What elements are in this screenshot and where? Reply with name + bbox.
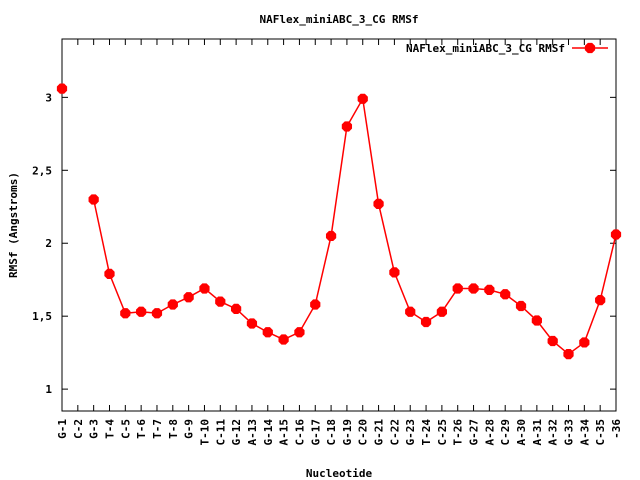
data-point — [88, 194, 99, 205]
data-point — [215, 296, 226, 307]
data-point — [610, 229, 622, 240]
data-point — [500, 289, 511, 300]
x-tick-label: T-10 — [198, 419, 211, 446]
x-tick-label: T-8 — [167, 419, 180, 439]
data-point — [167, 299, 178, 310]
x-tick-label: A-30 — [515, 419, 528, 446]
x-tick-label: A-31 — [531, 419, 544, 446]
data-point — [547, 335, 558, 347]
x-tick-label: G-12 — [230, 419, 243, 446]
data-point — [183, 292, 194, 303]
data-point — [484, 284, 495, 296]
y-tick-label: 1 — [45, 383, 52, 396]
data-point — [373, 198, 384, 209]
data-point — [230, 303, 242, 314]
x-tick-label: C-2 — [72, 419, 85, 439]
data-point — [104, 268, 115, 279]
y-tick-label: 1,5 — [32, 310, 52, 323]
x-tick-label: G-27 — [468, 419, 481, 446]
data-point — [310, 299, 321, 310]
data-point — [452, 283, 463, 294]
data-point — [246, 318, 258, 329]
y-tick-label: 2 — [45, 237, 52, 250]
data-point — [151, 308, 163, 319]
data-point — [325, 230, 337, 242]
x-tick-label: T-4 — [103, 419, 116, 439]
data-point — [405, 306, 416, 317]
legend-label: NAFlex_miniABC_3_CG RMSf — [406, 42, 565, 55]
x-tick-label: T-26 — [452, 419, 465, 446]
x-tick-label: -36 — [610, 419, 623, 439]
x-tick-label: G-9 — [183, 419, 196, 439]
y-axis-label: RMSf (Angstroms) — [7, 172, 20, 278]
data-point — [56, 83, 68, 94]
x-tick-label: C-18 — [325, 419, 338, 446]
x-tick-label: T-24 — [420, 419, 433, 446]
x-tick-label: G-19 — [341, 419, 354, 446]
x-tick-label: A-32 — [547, 419, 560, 446]
chart-title: NAFlex_miniABC_3_CG RMSf — [260, 13, 419, 26]
data-point — [120, 308, 131, 319]
x-tick-label: G-23 — [404, 419, 417, 446]
x-tick-label: G-3 — [88, 419, 101, 439]
x-tick-label: G-14 — [262, 419, 275, 446]
x-tick-label: G-33 — [563, 419, 576, 446]
legend: NAFlex_miniABC_3_CG RMSf — [406, 42, 608, 55]
x-tick-label: C-5 — [119, 419, 132, 439]
x-tick-label: T-6 — [135, 419, 148, 439]
x-axis-label: Nucleotide — [306, 467, 373, 480]
plot-frame — [61, 38, 617, 412]
data-point — [278, 334, 289, 345]
data-point — [199, 283, 210, 294]
x-tick-label: C-29 — [499, 419, 512, 446]
x-tick-label: G-17 — [309, 419, 322, 446]
x-tick-label: C-22 — [388, 419, 401, 446]
legend-marker — [584, 42, 596, 54]
data-point — [262, 327, 273, 338]
x-tick-label: G-21 — [373, 419, 386, 446]
data-point — [595, 295, 606, 306]
x-tick-label: C-11 — [214, 419, 227, 446]
series-line — [92, 96, 617, 356]
data-point — [531, 315, 542, 326]
data-point — [515, 300, 527, 312]
data-point — [357, 93, 368, 104]
x-tick-label: T-7 — [151, 419, 164, 439]
data-point — [420, 316, 432, 328]
x-tick-label: A-15 — [278, 419, 291, 446]
x-tick-label: C-25 — [436, 419, 449, 446]
data-point — [294, 327, 305, 338]
data-point — [579, 337, 590, 348]
x-tick-label: C-20 — [357, 419, 370, 446]
y-tick-label: 2,5 — [32, 164, 52, 177]
y-axis: 1 1,5 2 2,5 3 — [32, 91, 616, 396]
x-tick-label: G-1 — [56, 419, 69, 439]
data-point — [468, 283, 479, 294]
data-point — [389, 267, 400, 278]
x-axis: G-1 C-2 G-3 T-4 C-5 T-6 T-7 T-8 G-9 T-10 C-11 G-12 A… — [56, 39, 623, 446]
data-point — [563, 348, 574, 360]
x-tick-label: A-34 — [578, 419, 591, 446]
y-tick-label: 3 — [45, 91, 52, 104]
series-layer — [56, 83, 622, 360]
data-point — [436, 306, 448, 317]
data-point — [136, 306, 147, 317]
x-tick-label: C-16 — [293, 419, 306, 446]
data-point — [341, 121, 353, 132]
x-tick-label: A-13 — [246, 419, 259, 446]
x-tick-label: C-35 — [594, 419, 607, 446]
x-tick-label: A-28 — [483, 419, 496, 446]
